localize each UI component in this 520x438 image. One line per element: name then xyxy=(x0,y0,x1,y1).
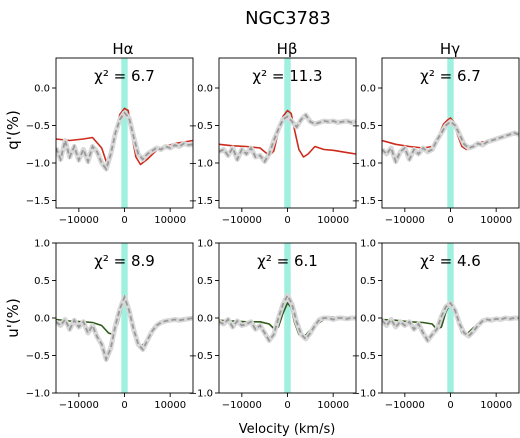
x-tick-label: 10000 xyxy=(154,215,186,226)
x-axis-label: Velocity (km/s) xyxy=(239,422,336,437)
y-tick-label: −1.0 xyxy=(352,389,376,400)
y-tick-label: −0.5 xyxy=(189,351,213,362)
chi-square-annotation: χ² = 8.9 xyxy=(94,252,155,270)
y-tick-label: 0.5 xyxy=(34,276,50,287)
panel-1-0: −10000 0 10000 −1.0 −0.5 0.0 0.5 1.0 χ² = 8.9 xyxy=(26,239,194,411)
observed-line xyxy=(219,293,356,343)
x-tick-label: −10000 xyxy=(59,400,99,411)
row-ylabel-q: q'(%) xyxy=(4,110,22,150)
chi-square-annotation: χ² = 6.7 xyxy=(420,67,481,85)
velocity-band xyxy=(284,243,291,393)
chi-square-annotation: χ² = 6.1 xyxy=(257,252,318,270)
x-tick-label: 0 xyxy=(447,215,453,226)
y-tick-label: −0.5 xyxy=(26,351,50,362)
y-tick-label: −0.5 xyxy=(352,351,376,362)
panels: −10000 0 10000−1.5−1.0−0.50.0χ² = 6.7−1000… xyxy=(26,57,520,411)
y-tick-label: 1.0 xyxy=(197,239,213,250)
observed-line xyxy=(219,113,356,164)
x-tick-label: −10000 xyxy=(385,400,425,411)
x-tick-label: −10000 xyxy=(222,215,262,226)
y-tick-label: −1.0 xyxy=(26,159,50,170)
column-title-halpha: Hα xyxy=(112,40,133,58)
y-tick-label: 0.5 xyxy=(360,276,376,287)
y-tick-label: −0.5 xyxy=(189,121,213,132)
observed-line xyxy=(382,301,519,343)
y-tick-label: −1.5 xyxy=(26,196,50,207)
velocity-band xyxy=(447,58,454,208)
y-tick-label: 0.0 xyxy=(197,84,213,95)
y-tick-label: −0.5 xyxy=(26,121,50,132)
observed-line xyxy=(382,120,519,164)
y-tick-label: −1.0 xyxy=(352,159,376,170)
x-tick-label: 10000 xyxy=(317,400,349,411)
x-tick-label: 0 xyxy=(121,400,127,411)
panel-0-1: −10000 0 10000 −1.5 −1.0 −0.5 0.0 χ² = 11.3 xyxy=(189,57,357,226)
x-tick-label: 10000 xyxy=(480,215,512,226)
y-tick-label: −1.0 xyxy=(189,389,213,400)
y-tick-label: −1.0 xyxy=(189,159,213,170)
velocity-band xyxy=(121,58,128,208)
x-tick-label: −10000 xyxy=(222,400,262,411)
figure-title: NGC3783 xyxy=(245,8,331,29)
y-tick-label: −1.5 xyxy=(352,196,376,207)
y-tick-label: 1.0 xyxy=(34,239,50,250)
x-tick-label: 10000 xyxy=(154,400,186,411)
x-tick-label: 0 xyxy=(284,215,290,226)
y-tick-label: 1.0 xyxy=(360,239,376,250)
y-tick-label: 0.0 xyxy=(197,314,213,325)
velocity-band xyxy=(447,243,454,393)
panel-0-2: −10000 0 10000 −1.5 −1.0 −0.5 0.0 χ² = 6.7 xyxy=(352,57,520,226)
column-title-hbeta: Hβ xyxy=(277,40,298,58)
y-tick-label: −0.5 xyxy=(352,121,376,132)
row-ylabel-u: u'(%) xyxy=(4,298,22,338)
x-tick-label: 10000 xyxy=(480,400,512,411)
x-tick-label: −10000 xyxy=(59,215,99,226)
x-tick-label: 0 xyxy=(447,400,453,411)
observed-line xyxy=(56,294,193,363)
velocity-band xyxy=(284,58,291,208)
y-tick-label: −1.5 xyxy=(189,196,213,207)
y-tick-label: 0.5 xyxy=(197,276,213,287)
panel-0-0: −10000 0 10000 −1.5 −1.0 −0.5 0.0 χ² = 6.7 xyxy=(26,57,194,226)
x-tick-label: −10000 xyxy=(385,215,425,226)
observed-line xyxy=(56,111,193,171)
column-title-hgamma: Hγ xyxy=(440,40,460,58)
velocity-band xyxy=(121,243,128,393)
x-tick-label: 0 xyxy=(121,215,127,226)
chi-square-annotation: χ² = 6.7 xyxy=(94,67,155,85)
y-tick-label: 0.0 xyxy=(34,314,50,325)
x-tick-label: 10000 xyxy=(317,215,349,226)
chi-square-annotation: χ² = 4.6 xyxy=(420,252,481,270)
panel-1-2: −10000 0 10000 −1.0 −0.5 0.0 0.5 1.0 χ² = 4.6 xyxy=(352,239,520,411)
x-tick-label: 0 xyxy=(284,400,290,411)
y-tick-label: −1.0 xyxy=(26,389,50,400)
chi-square-annotation: χ² = 11.3 xyxy=(252,67,322,85)
y-tick-label: 0.0 xyxy=(34,84,50,95)
panel-1-1: −10000 0 10000 −1.0 −0.5 0.0 0.5 1.0 χ² = 6.1 xyxy=(189,239,357,411)
y-tick-label: 0.0 xyxy=(360,314,376,325)
y-tick-label: 0.0 xyxy=(360,84,376,95)
